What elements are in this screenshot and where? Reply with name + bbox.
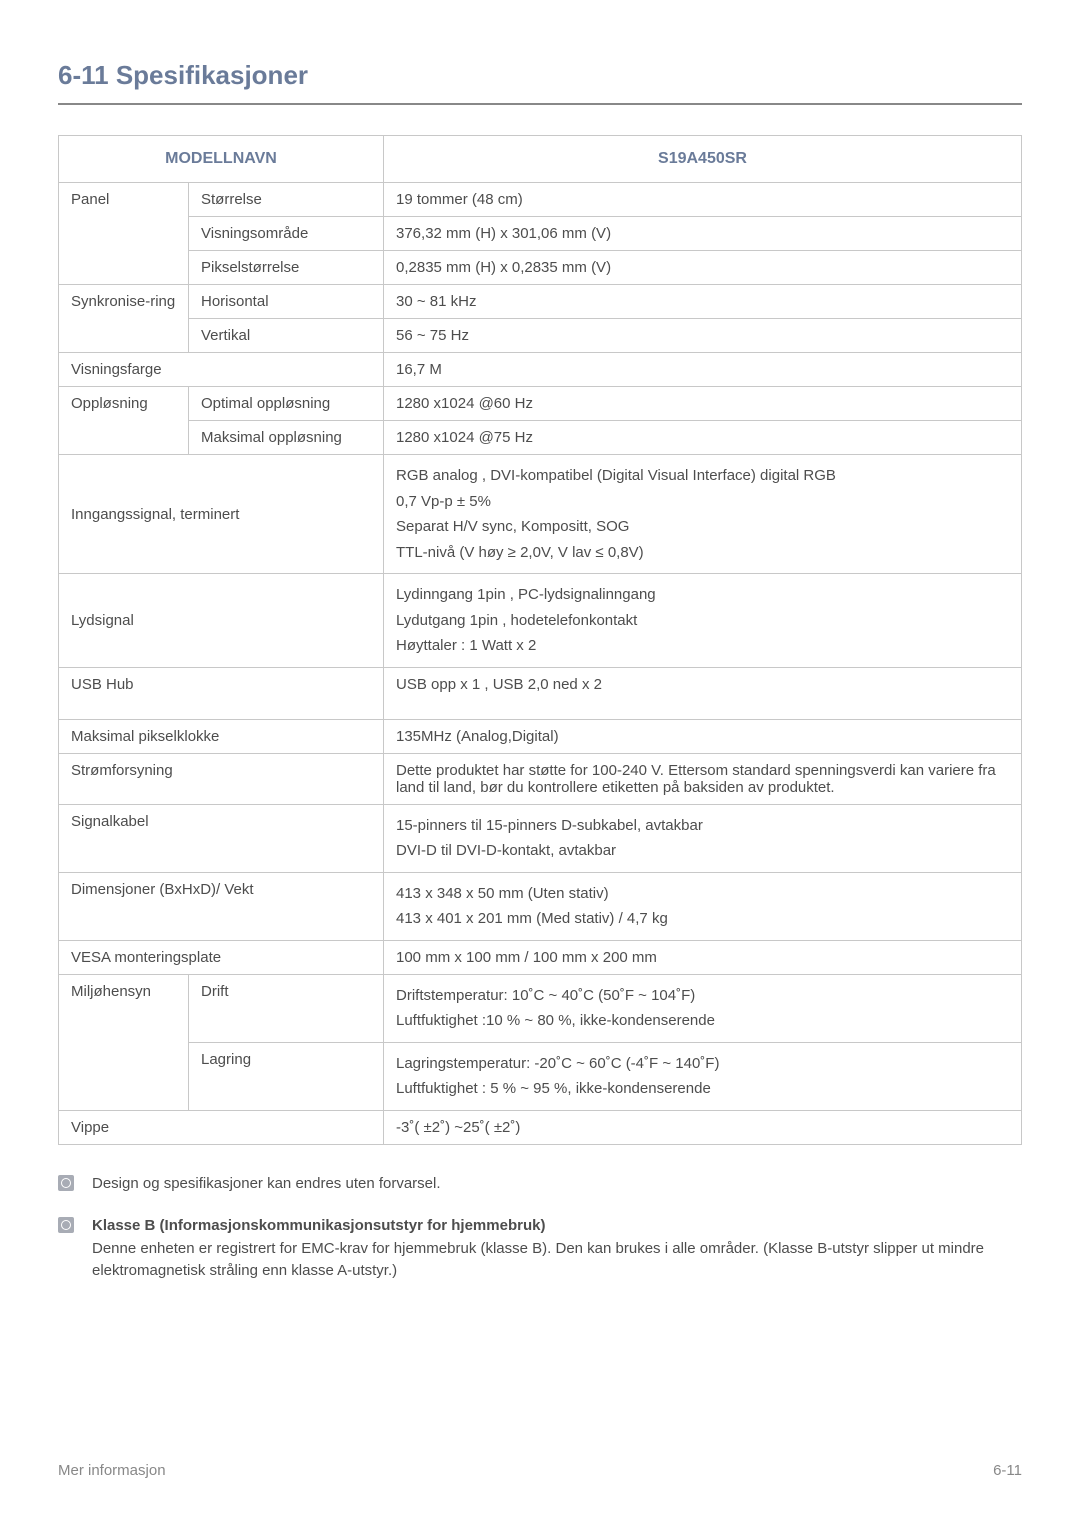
note-1-text: Design og spesifikasjoner kan endres ute… xyxy=(92,1173,441,1196)
table-row: USB Hub USB opp x 1 , USB 2,0 ned x 2 xyxy=(59,667,1022,719)
pixel-clock-value: 135MHz (Analog,Digital) xyxy=(384,719,1022,753)
dimensions-value: 413 x 348 x 50 mm (Uten stativ) 413 x 40… xyxy=(384,872,1022,940)
power-label: Strømforsyning xyxy=(59,753,384,804)
table-row: Inngangssignal, terminert RGB analog , D… xyxy=(59,455,1022,574)
dimensions-label: Dimensjoner (BxHxD)/ Vekt xyxy=(59,872,384,940)
panel-pixel-value: 0,2835 mm (H) x 0,2835 mm (V) xyxy=(384,251,1022,285)
tilt-value: -3˚( ±2˚) ~25˚( ±2˚) xyxy=(384,1110,1022,1144)
footer-left: Mer informasjon xyxy=(58,1462,166,1479)
table-row: Signalkabel 15-pinners til 15-pinners D-… xyxy=(59,804,1022,872)
table-row: Maksimal oppløsning 1280 x1024 @75 Hz xyxy=(59,421,1022,455)
signal-cable-label: Signalkabel xyxy=(59,804,384,872)
audio-value: Lydinngang 1pin , PC-lydsignalinngang Ly… xyxy=(384,574,1022,668)
table-row: Vertikal 56 ~ 75 Hz xyxy=(59,319,1022,353)
env-st-label: Lagring xyxy=(189,1042,384,1110)
footer-right: 6-11 xyxy=(993,1462,1022,1479)
usb-label: USB Hub xyxy=(59,667,384,719)
note-1: Design og spesifikasjoner kan endres ute… xyxy=(58,1173,1022,1196)
input-signal-l3: Separat H/V sync, Kompositt, SOG xyxy=(396,514,1009,540)
display-color-label: Visningsfarge xyxy=(59,353,384,387)
note-icon xyxy=(58,1175,74,1191)
audio-l2: Lydutgang 1pin , hodetelefonkontakt xyxy=(396,608,1009,634)
input-signal-l1: RGB analog , DVI-kompatibel (Digital Vis… xyxy=(396,463,1009,489)
panel-size-label: Størrelse xyxy=(189,183,384,217)
table-header-row: MODELLNAVN S19A450SR xyxy=(59,136,1022,183)
table-row: Visningsfarge 16,7 M xyxy=(59,353,1022,387)
header-modelname: MODELLNAVN xyxy=(59,136,384,183)
audio-l1: Lydinngang 1pin , PC-lydsignalinngang xyxy=(396,582,1009,608)
usb-value: USB opp x 1 , USB 2,0 ned x 2 xyxy=(384,667,1022,719)
tilt-label: Vippe xyxy=(59,1110,384,1144)
vesa-value: 100 mm x 100 mm / 100 mm x 200 mm xyxy=(384,940,1022,974)
panel-view-value: 376,32 mm (H) x 301,06 mm (V) xyxy=(384,217,1022,251)
panel-size-value: 19 tommer (48 cm) xyxy=(384,183,1022,217)
resolution-opt-label: Optimal oppløsning xyxy=(189,387,384,421)
env-st-l1: Lagringstemperatur: -20˚C ~ 60˚C (-4˚F ~… xyxy=(396,1051,1009,1077)
dimensions-l2: 413 x 401 x 201 mm (Med stativ) / 4,7 kg xyxy=(396,906,1009,932)
panel-view-label: Visningsområde xyxy=(189,217,384,251)
sync-hor-value: 30 ~ 81 kHz xyxy=(384,285,1022,319)
table-row: Visningsområde 376,32 mm (H) x 301,06 mm… xyxy=(59,217,1022,251)
note-2-text: Klasse B (Informasjonskommunikasjonsutst… xyxy=(92,1215,1022,1283)
sync-ver-label: Vertikal xyxy=(189,319,384,353)
section-title: 6-11 Spesifikasjoner xyxy=(58,60,1022,91)
signal-cable-value: 15-pinners til 15-pinners D-subkabel, av… xyxy=(384,804,1022,872)
sync-hor-label: Horisontal xyxy=(189,285,384,319)
dimensions-l1: 413 x 348 x 50 mm (Uten stativ) xyxy=(396,881,1009,907)
resolution-max-label: Maksimal oppløsning xyxy=(189,421,384,455)
audio-label: Lydsignal xyxy=(59,574,384,668)
audio-l3: Høyttaler : 1 Watt x 2 xyxy=(396,633,1009,659)
spec-table: MODELLNAVN S19A450SR Panel Størrelse 19 … xyxy=(58,135,1022,1145)
table-row: Oppløsning Optimal oppløsning 1280 x1024… xyxy=(59,387,1022,421)
table-row: Lydsignal Lydinngang 1pin , PC-lydsignal… xyxy=(59,574,1022,668)
resolution-label: Oppløsning xyxy=(59,387,189,455)
table-row: Vippe -3˚( ±2˚) ~25˚( ±2˚) xyxy=(59,1110,1022,1144)
header-model: S19A450SR xyxy=(384,136,1022,183)
table-row: Pikselstørrelse 0,2835 mm (H) x 0,2835 m… xyxy=(59,251,1022,285)
note-icon xyxy=(58,1217,74,1233)
signal-cable-l2: DVI-D til DVI-D-kontakt, avtakbar xyxy=(396,838,1009,864)
table-row: Dimensjoner (BxHxD)/ Vekt 413 x 348 x 50… xyxy=(59,872,1022,940)
table-row: Strømforsyning Dette produktet har støtt… xyxy=(59,753,1022,804)
env-st-l2: Luftfuktighet : 5 % ~ 95 %, ikke-kondens… xyxy=(396,1076,1009,1102)
display-color-value: 16,7 M xyxy=(384,353,1022,387)
env-label: Miljøhensyn xyxy=(59,974,189,1110)
table-row: Panel Størrelse 19 tommer (48 cm) xyxy=(59,183,1022,217)
resolution-opt-value: 1280 x1024 @60 Hz xyxy=(384,387,1022,421)
page-footer: Mer informasjon 6-11 xyxy=(58,1462,1022,1479)
input-signal-l4: TTL-nivå (V høy ≥ 2,0V, V lav ≤ 0,8V) xyxy=(396,540,1009,566)
input-signal-l2: 0,7 Vp-p ± 5% xyxy=(396,489,1009,515)
power-value: Dette produktet har støtte for 100-240 V… xyxy=(384,753,1022,804)
sync-ver-value: 56 ~ 75 Hz xyxy=(384,319,1022,353)
table-row: VESA monteringsplate 100 mm x 100 mm / 1… xyxy=(59,940,1022,974)
input-signal-value: RGB analog , DVI-kompatibel (Digital Vis… xyxy=(384,455,1022,574)
env-op-l1: Driftstemperatur: 10˚C ~ 40˚C (50˚F ~ 10… xyxy=(396,983,1009,1009)
env-op-value: Driftstemperatur: 10˚C ~ 40˚C (50˚F ~ 10… xyxy=(384,974,1022,1042)
env-op-l2: Luftfuktighet :10 % ~ 80 %, ikke-kondens… xyxy=(396,1008,1009,1034)
panel-label: Panel xyxy=(59,183,189,285)
pixel-clock-label: Maksimal pikselklokke xyxy=(59,719,384,753)
env-op-label: Drift xyxy=(189,974,384,1042)
note-2: Klasse B (Informasjonskommunikasjonsutst… xyxy=(58,1215,1022,1283)
table-row: Synkronise-ring Horisontal 30 ~ 81 kHz xyxy=(59,285,1022,319)
signal-cable-l1: 15-pinners til 15-pinners D-subkabel, av… xyxy=(396,813,1009,839)
input-signal-label: Inngangssignal, terminert xyxy=(59,455,384,574)
title-underline xyxy=(58,103,1022,105)
resolution-max-value: 1280 x1024 @75 Hz xyxy=(384,421,1022,455)
panel-pixel-label: Pikselstørrelse xyxy=(189,251,384,285)
table-row: Lagring Lagringstemperatur: -20˚C ~ 60˚C… xyxy=(59,1042,1022,1110)
note-2-title: Klasse B (Informasjonskommunikasjonsutst… xyxy=(92,1215,1022,1238)
sync-label: Synkronise-ring xyxy=(59,285,189,353)
vesa-label: VESA monteringsplate xyxy=(59,940,384,974)
table-row: Miljøhensyn Drift Driftstemperatur: 10˚C… xyxy=(59,974,1022,1042)
note-2-body: Denne enheten er registrert for EMC-krav… xyxy=(92,1238,1022,1283)
notes-block: Design og spesifikasjoner kan endres ute… xyxy=(58,1173,1022,1283)
table-row: Maksimal pikselklokke 135MHz (Analog,Dig… xyxy=(59,719,1022,753)
env-st-value: Lagringstemperatur: -20˚C ~ 60˚C (-4˚F ~… xyxy=(384,1042,1022,1110)
